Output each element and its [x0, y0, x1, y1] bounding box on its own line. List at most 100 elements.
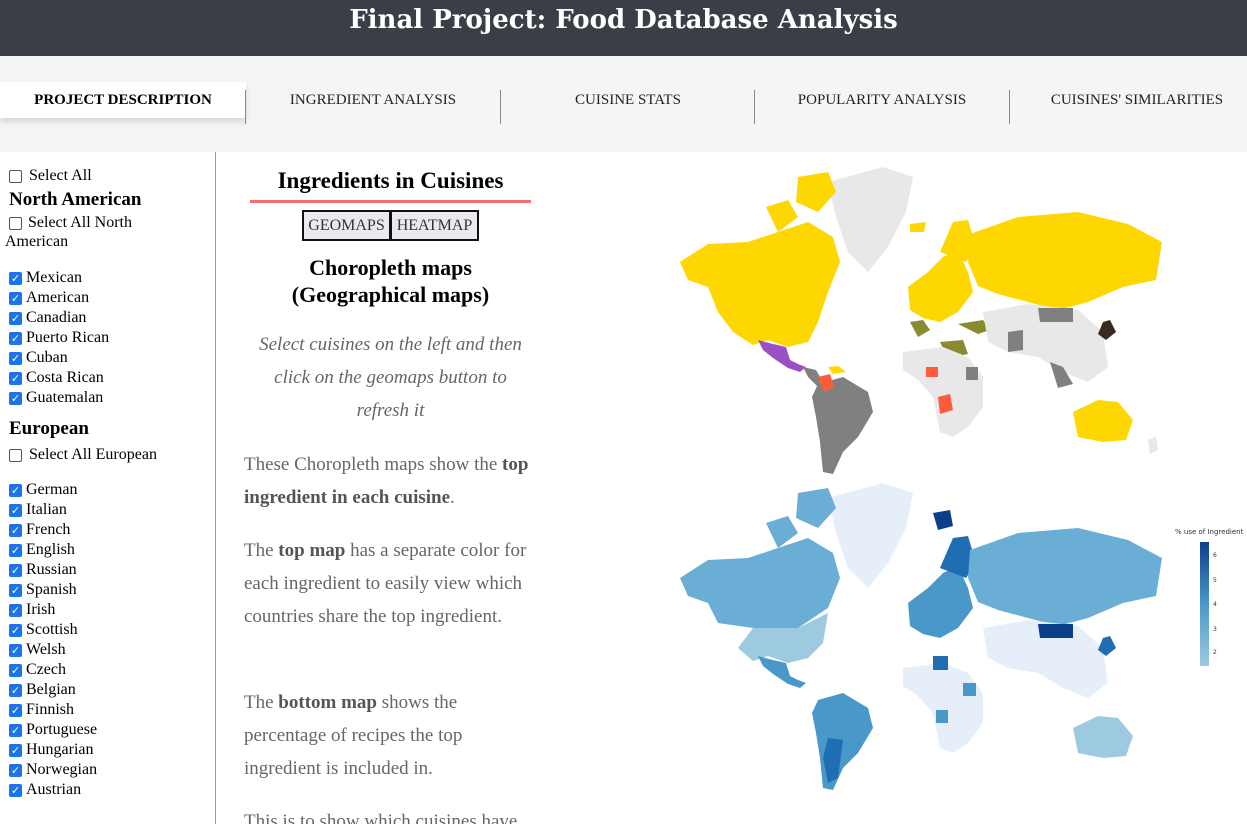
geomaps-button[interactable]: GEOMAPS: [302, 210, 391, 241]
pct-argentina[interactable]: [823, 738, 843, 783]
cuisine-option[interactable]: Guatemalan: [9, 388, 215, 408]
cuisine-option[interactable]: Italian: [9, 500, 215, 520]
map-australia[interactable]: [1073, 400, 1133, 442]
select-all-european-row[interactable]: Select All European: [9, 442, 215, 468]
pct-australia[interactable]: [1073, 716, 1133, 758]
cuisine-checkbox[interactable]: [9, 743, 22, 757]
pct-north-africa[interactable]: [933, 656, 948, 670]
map-arctic-islands[interactable]: [766, 172, 836, 232]
pct-svalbard[interactable]: [933, 510, 953, 530]
cuisine-checkbox[interactable]: [9, 331, 22, 345]
map-europe[interactable]: [908, 250, 973, 322]
cuisine-option[interactable]: Finnish: [9, 700, 215, 720]
cuisine-option[interactable]: Puerto Rican: [9, 328, 215, 348]
map-south-america-red[interactable]: [818, 374, 834, 392]
cuisine-checkbox[interactable]: [9, 483, 22, 497]
pct-mongolia[interactable]: [1038, 624, 1073, 638]
cuisine-checkbox[interactable]: [9, 703, 22, 717]
cuisine-checkbox[interactable]: [9, 783, 22, 797]
cuisine-checkbox[interactable]: [9, 723, 22, 737]
cuisine-option[interactable]: Austrian: [9, 780, 215, 800]
cuisine-checkbox[interactable]: [9, 603, 22, 617]
cuisine-checkbox[interactable]: [9, 311, 22, 325]
cuisine-option[interactable]: Belgian: [9, 680, 215, 700]
map-central-america[interactable]: [803, 367, 823, 387]
cuisine-option[interactable]: Canadian: [9, 308, 215, 328]
pct-japan[interactable]: [1098, 636, 1116, 656]
map-caribbean[interactable]: [828, 366, 846, 374]
cuisine-option[interactable]: American: [9, 288, 215, 308]
cuisine-checkbox[interactable]: [9, 291, 22, 305]
pct-greenland[interactable]: [828, 483, 913, 588]
pct-canada[interactable]: [680, 538, 840, 628]
percentage-map[interactable]: [678, 478, 1162, 796]
map-greenland[interactable]: [828, 167, 913, 272]
cuisine-option[interactable]: French: [9, 520, 215, 540]
map-south-america[interactable]: [812, 377, 873, 474]
cuisine-checkbox[interactable]: [9, 523, 22, 537]
map-central-asia[interactable]: [1008, 308, 1073, 352]
cuisine-option[interactable]: Spanish: [9, 580, 215, 600]
tab-cuisines-similarities[interactable]: CUISINES' SIMILARITIES: [1050, 92, 1224, 108]
select-all-north-american-row[interactable]: Select All North American: [5, 213, 215, 255]
map-new-zealand[interactable]: [1148, 437, 1158, 454]
cuisine-option[interactable]: Mexican: [9, 268, 215, 288]
pct-scandinavia[interactable]: [940, 536, 976, 578]
pct-asia[interactable]: [983, 620, 1108, 698]
select-all-checkbox[interactable]: [9, 169, 22, 183]
cuisine-checkbox[interactable]: [9, 543, 22, 557]
heatmap-button[interactable]: HEATMAP: [390, 210, 479, 241]
cuisine-checkbox[interactable]: [9, 563, 22, 577]
cuisine-checkbox[interactable]: [9, 503, 22, 517]
cuisine-option[interactable]: Irish: [9, 600, 215, 620]
cuisine-checkbox[interactable]: [9, 683, 22, 697]
cuisine-option[interactable]: Portuguese: [9, 720, 215, 740]
cuisine-checkbox[interactable]: [9, 271, 22, 285]
pct-usa[interactable]: [738, 613, 828, 663]
pct-africa[interactable]: [903, 663, 983, 753]
cuisine-checkbox[interactable]: [9, 351, 22, 365]
tab-cuisine-stats[interactable]: CUISINE STATS: [575, 92, 681, 108]
map-africa-red[interactable]: [926, 367, 953, 414]
cuisine-checkbox[interactable]: [9, 623, 22, 637]
cuisine-option[interactable]: Welsh: [9, 640, 215, 660]
cuisine-checkbox[interactable]: [9, 643, 22, 657]
cuisine-option[interactable]: German: [9, 480, 215, 500]
cuisine-checkbox[interactable]: [9, 763, 22, 777]
pct-russia[interactable]: [968, 528, 1162, 626]
cuisine-option[interactable]: Hungarian: [9, 740, 215, 760]
cuisine-checkbox[interactable]: [9, 663, 22, 677]
cuisine-option[interactable]: Norwegian: [9, 760, 215, 780]
select-all-row[interactable]: Select All: [9, 165, 215, 187]
map-japan[interactable]: [1098, 320, 1116, 340]
select-all-north-american-checkbox[interactable]: [9, 217, 22, 230]
pct-mexico[interactable]: [758, 656, 806, 688]
cuisine-option[interactable]: Russian: [9, 560, 215, 580]
cuisine-option[interactable]: Cuban: [9, 348, 215, 368]
pct-europe[interactable]: [908, 566, 973, 638]
cuisine-checkbox[interactable]: [9, 371, 22, 385]
map-north-america[interactable]: [680, 222, 840, 347]
cuisine-option[interactable]: Scottish: [9, 620, 215, 640]
pct-arctic-islands[interactable]: [766, 488, 836, 548]
cuisine-checkbox[interactable]: [9, 391, 22, 405]
tab-popularity-analysis[interactable]: POPULARITY ANALYSIS: [797, 92, 967, 108]
pct-east-africa[interactable]: [936, 683, 976, 723]
tab-ingredient-analysis[interactable]: INGREDIENT ANALYSIS: [289, 92, 457, 108]
tab-project-description[interactable]: PROJECT DESCRIPTION: [0, 82, 246, 118]
map-europe-olive[interactable]: [910, 320, 990, 337]
top-ingredient-map[interactable]: [678, 162, 1162, 480]
cuisine-option[interactable]: English: [9, 540, 215, 560]
cuisine-checkbox[interactable]: [9, 583, 22, 597]
map-africa[interactable]: [903, 347, 983, 437]
cuisine-option[interactable]: Czech: [9, 660, 215, 680]
map-se-asia[interactable]: [1050, 362, 1073, 388]
map-asia[interactable]: [983, 304, 1108, 382]
map-russia[interactable]: [968, 212, 1162, 310]
map-east-africa[interactable]: [966, 367, 978, 380]
cuisine-option[interactable]: Costa Rican: [9, 368, 215, 388]
map-iceland[interactable]: [910, 222, 926, 232]
map-scandinavia[interactable]: [940, 220, 976, 262]
map-mexico[interactable]: [758, 340, 806, 372]
select-all-european-checkbox[interactable]: [9, 448, 22, 462]
